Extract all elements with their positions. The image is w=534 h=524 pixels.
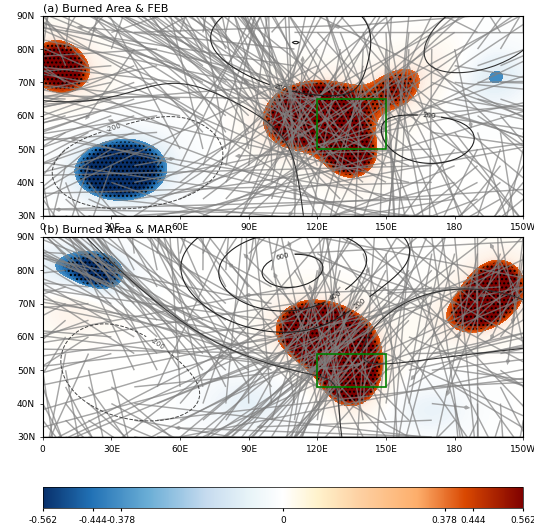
Text: 200: 200 bbox=[353, 297, 367, 310]
Text: (b) Burned Area & MAR: (b) Burned Area & MAR bbox=[43, 225, 172, 235]
Text: -200: -200 bbox=[105, 123, 122, 133]
Text: 400: 400 bbox=[328, 290, 343, 302]
Text: -200: -200 bbox=[149, 336, 166, 351]
Text: 200: 200 bbox=[273, 83, 288, 93]
Bar bbox=[317, 354, 386, 387]
Bar bbox=[317, 99, 386, 149]
Text: (a) Burned Area & FEB: (a) Burned Area & FEB bbox=[43, 4, 168, 14]
Text: 600: 600 bbox=[276, 252, 290, 260]
Text: 200: 200 bbox=[422, 112, 436, 119]
